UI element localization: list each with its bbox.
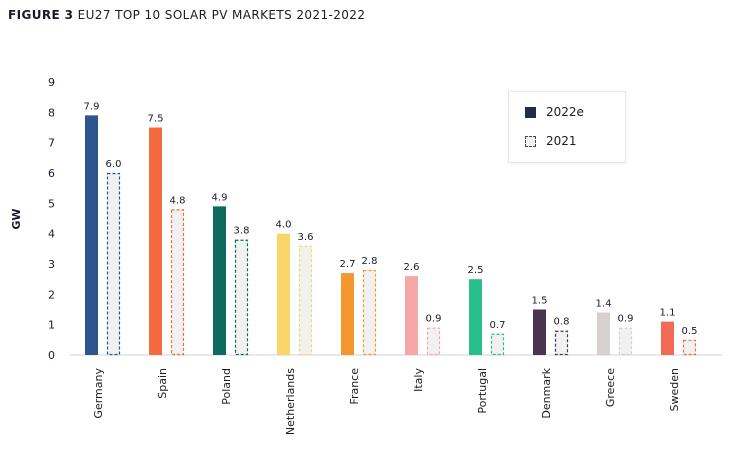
bar-2022e-poland bbox=[213, 206, 226, 355]
value-label-2021: 6.0 bbox=[106, 159, 122, 170]
value-label-2022e: 4.9 bbox=[212, 192, 228, 203]
value-label-2022e: 7.9 bbox=[84, 101, 100, 112]
bar-2021-poland bbox=[234, 239, 249, 356]
legend-label-2021: 2021 bbox=[546, 134, 577, 148]
figure-number: FIGURE 3 bbox=[8, 8, 74, 22]
y-tick-label: 8 bbox=[48, 106, 55, 119]
bar-2021-france bbox=[362, 269, 377, 356]
bar-2021-portugal bbox=[490, 333, 505, 356]
category-label-netherlands: Netherlands bbox=[284, 368, 297, 435]
value-label-2021: 4.8 bbox=[170, 195, 186, 206]
y-tick-label: 1 bbox=[48, 319, 55, 332]
value-label-2022e: 1.5 bbox=[532, 296, 548, 307]
legend-item-2021: 2021 bbox=[525, 134, 577, 148]
bar-2022e-spain bbox=[149, 127, 162, 355]
legend-label-2022e: 2022e bbox=[546, 105, 584, 119]
y-tick-label: 6 bbox=[48, 167, 55, 180]
category-label-spain: Spain bbox=[156, 368, 169, 399]
category-label-denmark: Denmark bbox=[540, 367, 553, 418]
y-tick-label: 5 bbox=[48, 197, 55, 210]
y-axis-label: GW bbox=[10, 208, 23, 229]
bar-2022e-greece bbox=[597, 312, 610, 355]
bar-2021-sweden bbox=[682, 339, 697, 356]
category-label-sweden: Sweden bbox=[668, 368, 681, 411]
bar-2021-denmark bbox=[554, 330, 569, 356]
value-label-2021: 0.7 bbox=[490, 320, 506, 331]
bar-2021-germany bbox=[106, 172, 121, 356]
bar-2022e-france bbox=[341, 273, 354, 355]
category-label-greece: Greece bbox=[604, 368, 617, 407]
value-label-2022e: 4.0 bbox=[276, 220, 292, 231]
value-label-2021: 0.9 bbox=[426, 314, 442, 325]
category-label-germany: Germany bbox=[92, 368, 105, 419]
bar-2022e-germany bbox=[85, 115, 98, 355]
value-label-2021: 0.9 bbox=[618, 314, 634, 325]
legend-swatch-2021 bbox=[525, 135, 536, 147]
value-label-2022e: 2.5 bbox=[468, 265, 484, 276]
y-tick-label: 2 bbox=[48, 288, 55, 301]
value-label-2022e: 2.6 bbox=[404, 262, 420, 273]
chart-legend: 2022e 2021 bbox=[508, 91, 626, 163]
bar-2022e-netherlands bbox=[277, 233, 290, 355]
category-label-italy: Italy bbox=[412, 368, 425, 392]
bar-2021-greece bbox=[618, 327, 633, 356]
value-label-2022e: 1.4 bbox=[596, 299, 612, 310]
category-label-portugal: Portugal bbox=[476, 368, 489, 414]
y-tick-label: 7 bbox=[48, 137, 55, 150]
value-label-2021: 0.8 bbox=[554, 317, 570, 328]
category-label-france: France bbox=[348, 368, 361, 405]
legend-item-2022e: 2022e bbox=[525, 105, 584, 119]
value-label-2021: 2.8 bbox=[362, 256, 378, 267]
bar-2022e-denmark bbox=[533, 309, 546, 355]
value-label-2021: 0.5 bbox=[682, 326, 698, 337]
value-label-2021: 3.8 bbox=[234, 226, 250, 237]
category-label-poland: Poland bbox=[220, 368, 233, 405]
bar-2021-italy bbox=[426, 327, 441, 356]
figure-title: EU27 TOP 10 SOLAR PV MARKETS 2021-2022 bbox=[77, 8, 366, 22]
value-label-2022e: 7.5 bbox=[148, 114, 164, 125]
value-label-2022e: 2.7 bbox=[340, 259, 356, 270]
bar-2022e-sweden bbox=[661, 321, 674, 355]
legend-swatch-2022e bbox=[525, 106, 536, 118]
y-tick-label: 0 bbox=[48, 349, 55, 362]
bar-2022e-portugal bbox=[469, 279, 482, 355]
bar-2022e-italy bbox=[405, 276, 418, 355]
value-label-2022e: 1.1 bbox=[660, 308, 676, 319]
chart-title: FIGURE 3 EU27 TOP 10 SOLAR PV MARKETS 20… bbox=[8, 8, 365, 22]
bar-2021-netherlands bbox=[298, 245, 313, 356]
y-tick-label: 9 bbox=[48, 76, 55, 89]
bar-2021-spain bbox=[170, 209, 185, 356]
y-tick-label: 3 bbox=[48, 258, 55, 271]
y-tick-label: 4 bbox=[48, 228, 55, 241]
value-label-2021: 3.6 bbox=[298, 232, 314, 243]
